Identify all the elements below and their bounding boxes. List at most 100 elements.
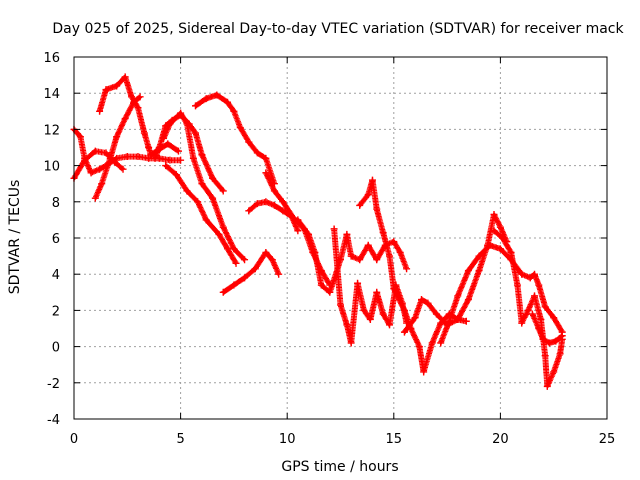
tick-labels: 0 5 10 15 20 25 -4 -2 0 2 4 6 8 10 12 14 16	[43, 51, 615, 447]
data-point	[268, 256, 276, 264]
data-point	[528, 310, 536, 318]
x-tick-label: 5	[176, 432, 184, 447]
data-point	[96, 107, 104, 115]
series-track-j	[245, 198, 302, 235]
data-point	[198, 180, 206, 188]
y-tick-label: 2	[52, 304, 60, 319]
series-trace	[356, 177, 468, 375]
data-point	[364, 191, 372, 199]
y-tick-label: 16	[43, 51, 60, 66]
data-point	[550, 368, 558, 376]
data-point	[98, 180, 106, 188]
data-point	[390, 285, 398, 293]
data-point	[424, 299, 432, 307]
data-point	[535, 325, 543, 332]
data-point	[245, 207, 253, 215]
data-point	[232, 259, 240, 267]
data-point	[76, 133, 84, 141]
data-point	[91, 194, 99, 202]
data-point	[113, 154, 121, 162]
data-point	[262, 169, 270, 177]
data-point	[164, 140, 172, 148]
data-point	[454, 315, 462, 323]
data-point	[113, 82, 121, 90]
series-track-r	[528, 310, 566, 347]
chart-title: Day 025 of 2025, Sidereal Day-to-day VTE…	[52, 21, 624, 37]
data-point	[356, 201, 364, 209]
data-point	[556, 350, 564, 358]
data-point	[524, 306, 532, 314]
data-point	[400, 328, 408, 336]
data-point	[96, 165, 104, 173]
data-point	[373, 288, 381, 296]
data-point	[202, 216, 210, 224]
data-point	[111, 158, 119, 166]
data-point	[437, 339, 445, 347]
data-point	[445, 317, 453, 325]
x-tick-label: 25	[599, 432, 616, 447]
y-tick-label: 12	[43, 123, 60, 138]
data-point	[275, 270, 283, 278]
data-point	[224, 98, 232, 106]
data-point	[219, 187, 227, 195]
y-tick-label: -2	[47, 377, 60, 392]
data-point	[134, 104, 142, 112]
data-point	[531, 270, 539, 278]
data-point	[490, 210, 498, 218]
data-point	[294, 227, 302, 235]
data-point	[400, 306, 408, 314]
data-point	[368, 176, 376, 184]
data-point	[172, 171, 180, 179]
x-tick-label: 15	[386, 432, 403, 447]
data-point	[253, 149, 261, 157]
data-point	[396, 248, 404, 256]
data-point	[539, 335, 547, 343]
data-point	[535, 281, 543, 289]
data-point	[390, 238, 398, 246]
data-point	[290, 214, 298, 222]
data-point	[354, 279, 362, 287]
data-point	[183, 187, 191, 195]
series-trace	[437, 242, 565, 346]
data-point	[475, 252, 483, 260]
data-point	[279, 207, 287, 215]
data-point	[155, 144, 163, 151]
data-point	[230, 281, 238, 289]
data-point	[486, 241, 494, 249]
data-point	[121, 73, 129, 81]
data-point	[454, 292, 462, 300]
data-point	[513, 281, 521, 289]
data-point	[140, 129, 148, 137]
data-point	[262, 248, 270, 256]
data-point	[194, 198, 202, 206]
data-point	[294, 216, 302, 224]
series-track-l	[294, 216, 411, 296]
data-point	[128, 93, 136, 101]
data-point	[113, 133, 121, 141]
data-point	[183, 120, 191, 128]
data-point	[432, 310, 440, 318]
data-point	[550, 314, 558, 322]
data-point	[531, 292, 539, 300]
data-point	[428, 339, 436, 347]
data-point	[403, 265, 411, 273]
data-point	[279, 198, 287, 206]
data-point	[198, 151, 206, 159]
data-point	[145, 144, 153, 151]
y-tick-label: 0	[52, 341, 60, 356]
data-point	[209, 194, 217, 202]
data-point	[526, 274, 534, 282]
data-point	[418, 296, 426, 304]
data-point	[106, 154, 114, 162]
data-point	[251, 265, 259, 273]
data-point	[166, 156, 174, 164]
y-tick-label: 6	[52, 232, 60, 247]
series-trace	[160, 110, 247, 262]
data-point	[177, 109, 185, 117]
axes	[73, 56, 608, 420]
data-point	[499, 234, 507, 242]
data-point	[356, 256, 364, 264]
series-track-f	[160, 109, 249, 264]
data-point	[192, 129, 200, 137]
data-point	[245, 138, 253, 146]
